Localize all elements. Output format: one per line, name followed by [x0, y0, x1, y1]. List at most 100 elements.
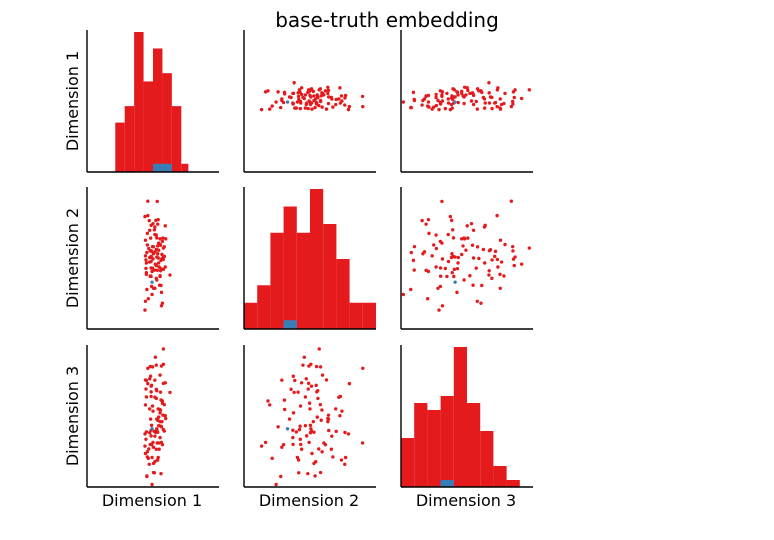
scatter-point-main: [510, 244, 515, 249]
scatter-point-main: [440, 199, 444, 204]
hist-bar-main: [124, 106, 135, 172]
scatter-point-main: [343, 430, 347, 435]
scatter-point-main: [154, 447, 158, 451]
scatter-point-main: [308, 102, 313, 107]
scatter-point-main: [299, 447, 304, 451]
hist-bar-main: [310, 189, 324, 329]
scatter-point-main: [427, 105, 431, 109]
scatter-point-main: [160, 401, 165, 405]
scatter-point-main: [495, 104, 499, 109]
scatter-point-main: [320, 408, 324, 412]
scatter-point-main: [424, 268, 428, 273]
scatter-point-main: [446, 232, 450, 237]
scatter-point-main: [334, 429, 338, 434]
scatter-point-main: [499, 260, 504, 264]
scatter-point-main: [438, 102, 443, 106]
scatter-point-second: [453, 100, 457, 104]
scatter-point-main: [312, 94, 316, 98]
scatter-point-main: [327, 95, 331, 99]
scatter-point-main: [334, 407, 338, 411]
scatter-point-main: [155, 427, 159, 431]
scatter-point-main: [317, 103, 321, 108]
scatter-point-main: [412, 244, 417, 249]
scatter-point-main: [143, 308, 147, 312]
scatter-point-main: [149, 284, 154, 289]
scatter-point-main: [452, 274, 456, 279]
scatter-point-main: [159, 424, 163, 428]
scatter-point-main: [307, 99, 311, 103]
scatter-point-main: [159, 440, 164, 445]
scatter-point-second: [150, 280, 154, 284]
scatter-point-main: [151, 252, 156, 256]
scatter-point-main: [289, 387, 293, 392]
scatter-point-main: [303, 395, 308, 399]
scatter-point-main: [449, 102, 454, 107]
scatter-point-main: [305, 101, 309, 105]
scatter-point-main: [143, 444, 147, 448]
scatter-point-main: [466, 236, 470, 240]
scatter-point-main: [154, 263, 158, 268]
scatter-point-main: [263, 440, 268, 445]
scatter-point-main: [511, 257, 516, 261]
scatter-point-main: [298, 106, 303, 111]
scatter-point-main: [493, 100, 498, 105]
scatter-point-main: [160, 239, 165, 244]
panel-r3-c3: [400, 345, 533, 488]
scatter-point-main: [303, 423, 308, 428]
scatter-point-main: [511, 249, 515, 253]
scatter-point-main: [519, 262, 524, 266]
scatter-point-main: [276, 90, 280, 94]
scatter-point-main: [318, 470, 323, 475]
scatter-point-main: [361, 104, 365, 109]
scatter-point-main: [291, 374, 295, 378]
scatter-point-main: [289, 95, 293, 100]
scatter-point-main: [270, 456, 274, 461]
scatter-point-second: [285, 427, 290, 431]
scatter-point-main: [145, 250, 149, 255]
scatter-point-main: [145, 455, 150, 459]
scatter-point-main: [299, 381, 304, 385]
scatter-point-main: [493, 254, 497, 259]
scatter-point-main: [155, 268, 159, 273]
scatter-point-main: [412, 98, 417, 103]
panel-r1-c3: [400, 30, 533, 173]
scatter-point-main: [295, 455, 300, 460]
scatter-point-main: [150, 482, 154, 487]
scatter-point-main: [151, 409, 155, 413]
scatter-point-main: [510, 99, 515, 104]
scatter-point-main: [481, 247, 486, 252]
scatter-point-main: [143, 254, 148, 258]
scatter-point-main: [274, 482, 278, 487]
scatter-point-main: [456, 100, 460, 105]
panel-r2-c2: [243, 187, 376, 330]
scatter-point-main: [445, 91, 449, 96]
scatter-point-main: [451, 87, 455, 91]
scatter-point-main: [424, 94, 428, 98]
scatter-point-main: [318, 365, 323, 369]
scatter-point-main: [326, 417, 331, 421]
scatter-point-main: [315, 101, 319, 105]
scatter-point-second: [453, 280, 457, 284]
scatter-point-main: [434, 95, 438, 100]
scatter-point-main: [425, 297, 430, 301]
hist-bar-second: [283, 320, 297, 329]
panel-r2-c3: [400, 187, 533, 330]
scatter-point-main: [320, 105, 324, 109]
scatter-point-main: [274, 100, 278, 104]
scatter-point-main: [154, 276, 158, 281]
scatter-point-main: [301, 95, 305, 100]
scatter-point-main: [270, 104, 274, 108]
scatter-point-main: [462, 101, 466, 106]
scatter-point-main: [155, 441, 159, 445]
scatter-point-main: [323, 89, 328, 93]
scatter-point-main: [149, 434, 153, 438]
scatter-point-main: [163, 265, 167, 269]
scatter-point-main: [148, 417, 153, 421]
scatter-point-main: [151, 445, 156, 449]
scatter-point-main: [460, 89, 464, 94]
scatter-point-main: [471, 92, 475, 96]
scatter-point-main: [470, 243, 475, 247]
scatter-point-main: [438, 284, 443, 289]
hist-bar-main: [153, 48, 163, 172]
scatter-point-main: [144, 261, 149, 265]
